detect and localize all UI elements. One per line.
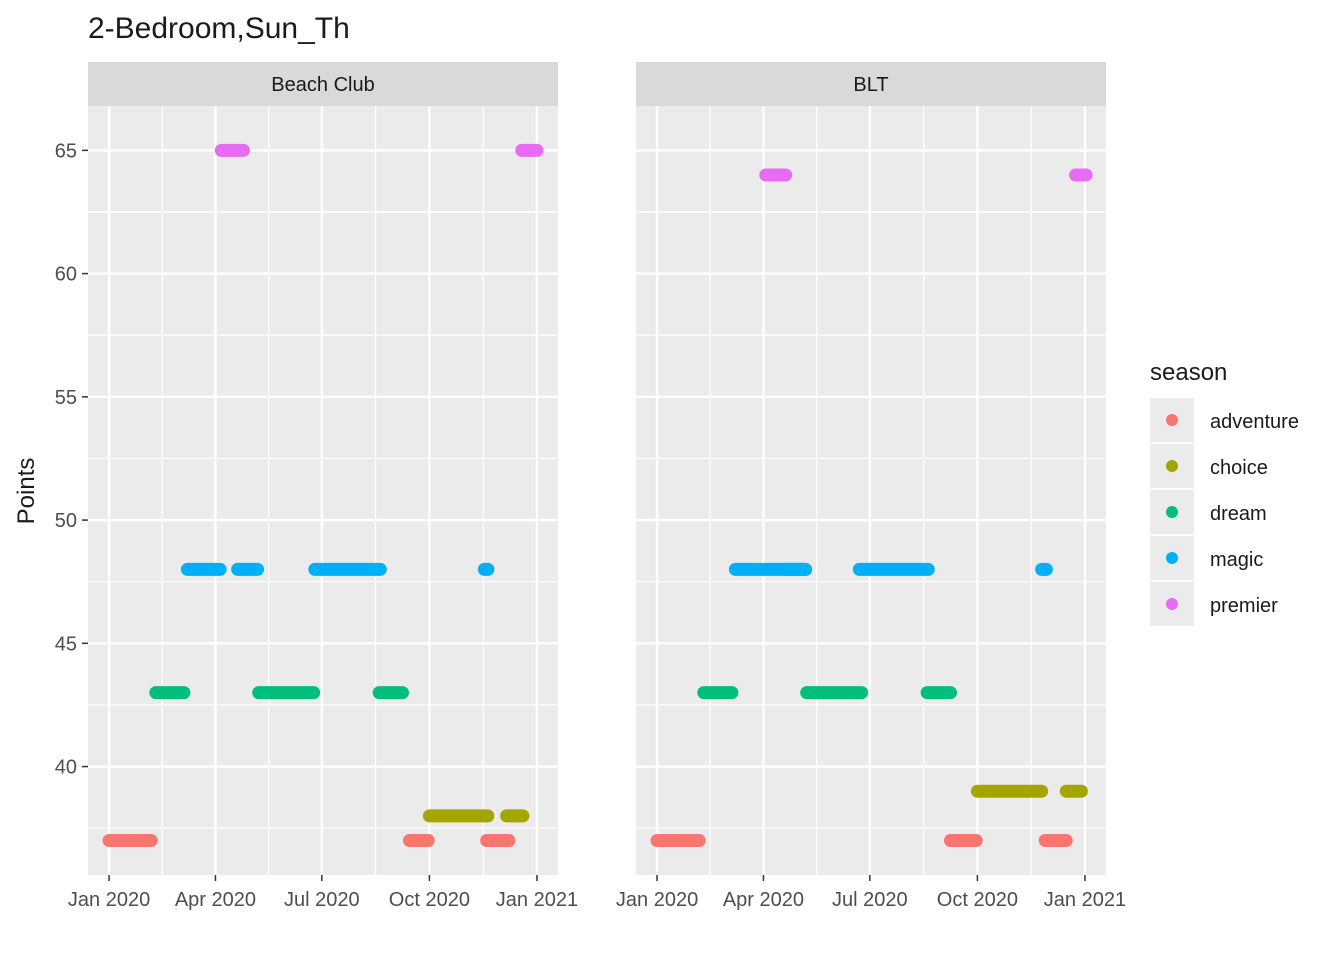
gridlines (88, 106, 558, 875)
y-tick-label: 45 (55, 633, 77, 655)
legend-title: season (1150, 359, 1227, 386)
legend-swatch (1166, 506, 1178, 518)
legend-label: adventure (1210, 411, 1299, 433)
legend-swatch (1166, 414, 1178, 426)
legend-label: choice (1210, 457, 1268, 479)
x-tick-label: Jul 2020 (284, 889, 360, 911)
y-tick-label: 40 (55, 757, 77, 779)
facet-label: BLT (853, 74, 888, 96)
x-tick-label: Oct 2020 (389, 889, 470, 911)
x-tick-label: Jan 2020 (616, 889, 698, 911)
x-tick-label: Jan 2021 (1044, 889, 1126, 911)
legend: season adventure choice dream magic premier (1150, 359, 1299, 626)
data-marks (650, 168, 1093, 847)
y-axis-title: Points (13, 458, 40, 525)
x-tick-label: Oct 2020 (937, 889, 1018, 911)
x-tick-label: Jan 2020 (68, 889, 150, 911)
y-tick-label: 55 (55, 387, 77, 409)
data-marks (102, 143, 544, 847)
legend-item-premier: premier (1150, 582, 1278, 626)
legend-item-dream: dream (1150, 490, 1267, 534)
x-axis: Jan 2020 Apr 2020 Jul 2020 Oct 2020 Jan 2021 (68, 875, 578, 911)
chart-title: 2-Bedroom,Sun_Th (88, 12, 350, 45)
legend-label: dream (1210, 503, 1267, 525)
legend-swatch (1166, 552, 1178, 564)
x-tick-label: Apr 2020 (175, 889, 256, 911)
gridlines (636, 106, 1106, 875)
legend-swatch (1166, 460, 1178, 472)
y-tick-label: 65 (55, 140, 77, 162)
y-tick-label: 50 (55, 510, 77, 532)
facet-label: Beach Club (271, 74, 374, 96)
legend-item-magic: magic (1150, 536, 1263, 580)
y-axis: 40 45 50 55 60 65 (55, 140, 88, 779)
legend-item-choice: choice (1150, 444, 1268, 488)
x-tick-label: Jul 2020 (832, 889, 908, 911)
x-tick-label: Jan 2021 (496, 889, 578, 911)
facet-panel: Beach Club Jan 2020 Apr 2020 Jul 2020 Oct 20… (55, 62, 578, 911)
facet-strip (636, 62, 1106, 106)
x-tick-label: Apr 2020 (723, 889, 804, 911)
x-axis: Jan 2020 Apr 2020 Jul 2020 Oct 2020 Jan 2021 (616, 875, 1126, 911)
legend-swatch (1166, 598, 1178, 610)
legend-label: magic (1210, 549, 1263, 571)
legend-label: premier (1210, 595, 1278, 617)
facet-strip (88, 62, 558, 106)
y-tick-label: 60 (55, 264, 77, 286)
facet-panels: Beach Club Jan 2020 Apr 2020 Jul 2020 Oct 20… (55, 62, 1126, 911)
legend-item-adventure: adventure (1150, 398, 1299, 442)
